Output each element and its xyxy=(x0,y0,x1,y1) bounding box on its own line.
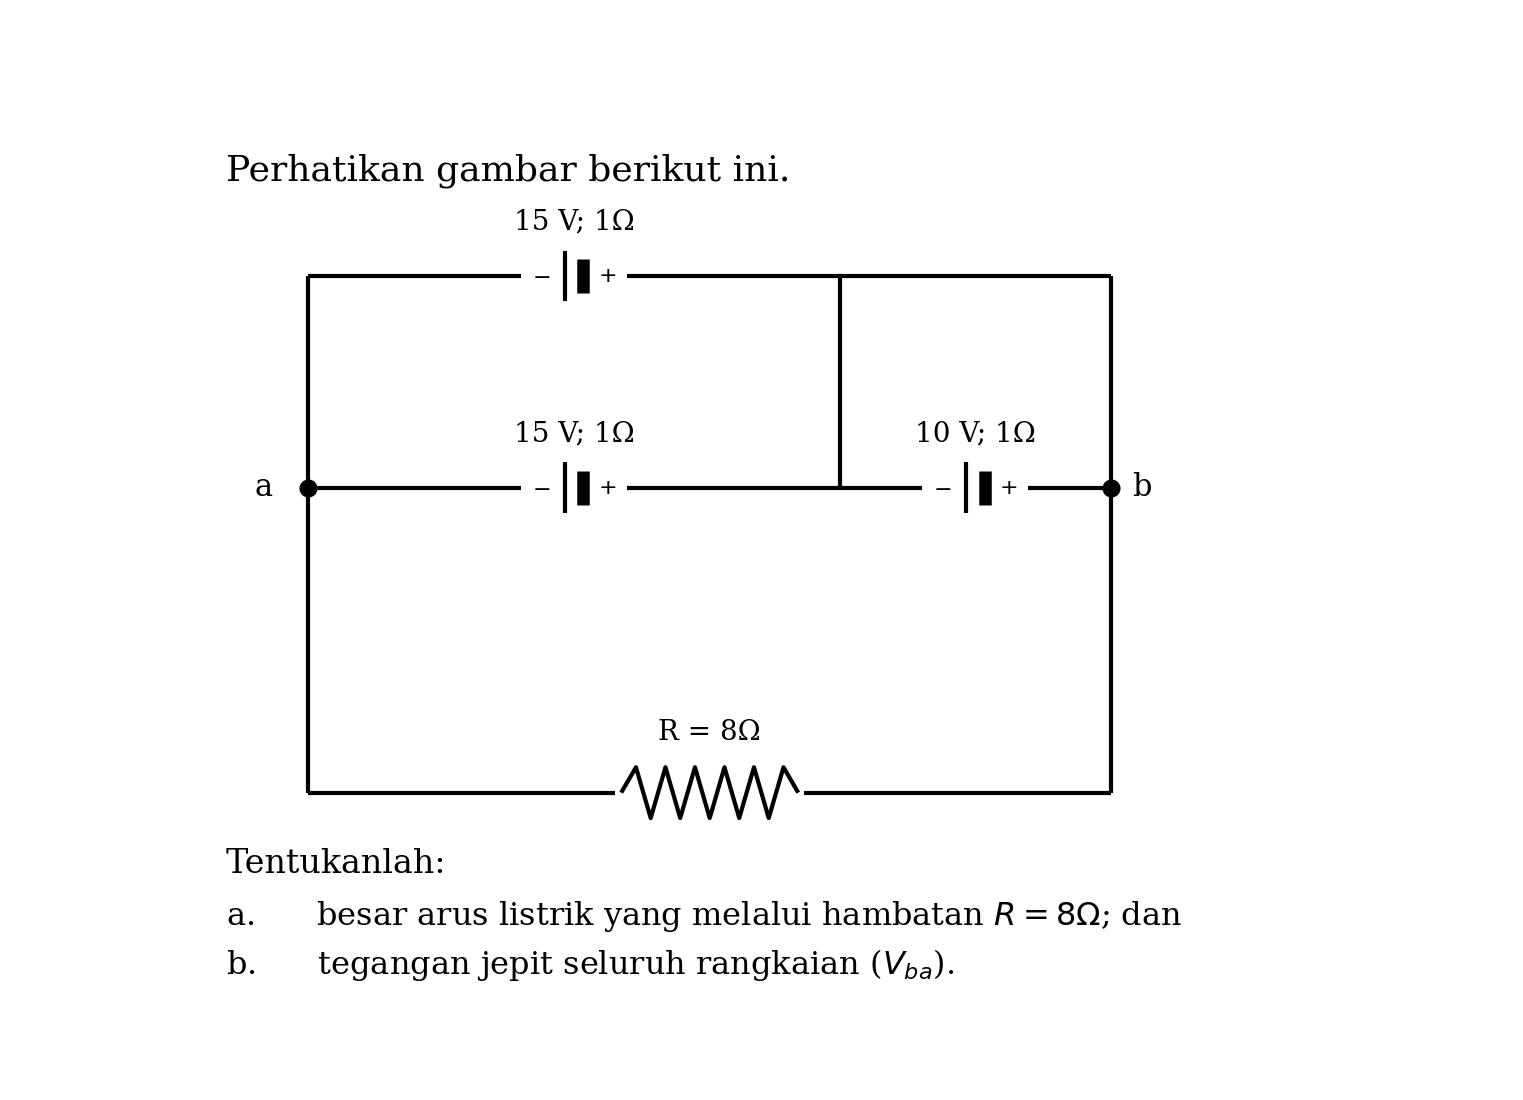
Text: a.      besar arus listrik yang melalui hambatan $R = 8\Omega$; dan: a. besar arus listrik yang melalui hamba… xyxy=(225,899,1182,934)
Text: a: a xyxy=(254,472,273,503)
Text: b: b xyxy=(1132,472,1151,503)
Text: Tentukanlah:: Tentukanlah: xyxy=(225,848,446,880)
Text: $-$: $-$ xyxy=(532,266,550,286)
Text: $-$: $-$ xyxy=(934,477,952,497)
Text: 10 V; 1Ω: 10 V; 1Ω xyxy=(915,420,1036,447)
Text: $-$: $-$ xyxy=(532,477,550,497)
Text: 15 V; 1Ω: 15 V; 1Ω xyxy=(513,208,634,235)
Text: $+$: $+$ xyxy=(599,477,617,497)
Text: R = 8Ω: R = 8Ω xyxy=(658,719,762,746)
Text: 15 V; 1Ω: 15 V; 1Ω xyxy=(513,420,634,447)
Text: $+$: $+$ xyxy=(999,477,1017,497)
Text: $+$: $+$ xyxy=(599,266,617,286)
Text: Perhatikan gambar berikut ini.: Perhatikan gambar berikut ini. xyxy=(225,153,790,188)
Text: b.      tegangan jepit seluruh rangkaian ($V_{ba}$).: b. tegangan jepit seluruh rangkaian ($V_… xyxy=(225,947,953,982)
